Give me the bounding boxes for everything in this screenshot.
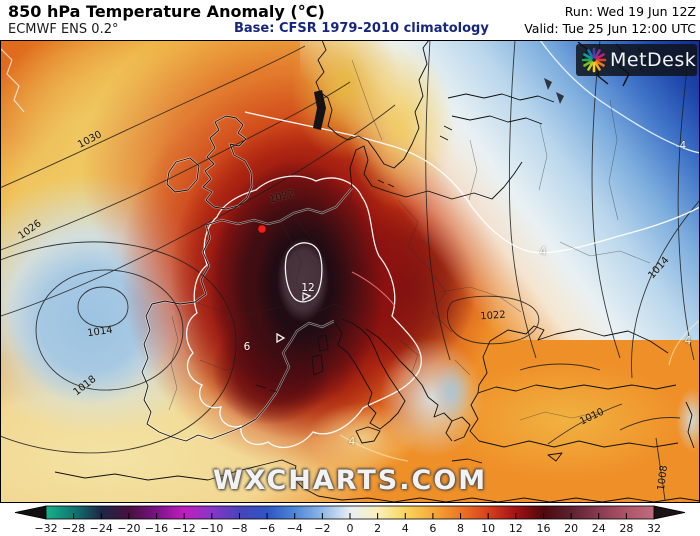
colorbar-tick-label: −12 bbox=[173, 522, 196, 535]
greenland-coast-edge bbox=[0, 47, 25, 113]
colorbar-tick-label: 24 bbox=[592, 522, 606, 535]
colorbar-tick-label: 4 bbox=[402, 522, 409, 535]
colorbar-tick-label: 10 bbox=[481, 522, 495, 535]
pinwheel-ray bbox=[587, 49, 594, 59]
colorbar-tick-label: 20 bbox=[564, 522, 578, 535]
colorbar-right-arrow bbox=[653, 505, 686, 520]
pinwheel-ray bbox=[595, 60, 605, 67]
isobar-contours bbox=[0, 40, 700, 501]
colorbar-left-arrow bbox=[14, 505, 47, 520]
colorbar-tick-label: 28 bbox=[619, 522, 633, 535]
colorbar-tick-label: −4 bbox=[287, 522, 303, 535]
wxcharts-watermark: WXCHARTS.COM bbox=[212, 465, 488, 496]
colorbar-tick-label: 32 bbox=[647, 522, 661, 535]
colorbar-tick-label: −16 bbox=[145, 522, 168, 535]
pinwheel-ray bbox=[594, 61, 601, 71]
colorbar-tick-label: −10 bbox=[200, 522, 223, 535]
colorbar-tick-label: −24 bbox=[90, 522, 113, 535]
colorbar-tick-label: 6 bbox=[429, 522, 436, 535]
page-title: 850 hPa Temperature Anomaly (°C) bbox=[8, 2, 325, 21]
colorbar-tick-label: −32 bbox=[34, 522, 57, 535]
run-time-label: Run: Wed 19 Jun 12Z bbox=[564, 4, 696, 19]
colorbar-tick-label: 12 bbox=[509, 522, 523, 535]
climatology-base-label: Base: CFSR 1979-2010 climatology bbox=[234, 21, 489, 36]
metdesk-logo: MetDesk bbox=[576, 44, 697, 76]
model-label: ECMWF ENS 0.2° bbox=[8, 22, 119, 37]
valid-time-label: Valid: Tue 25 Jun 12:00 UTC bbox=[524, 21, 696, 36]
temperature-anomaly-shading bbox=[0, 40, 700, 503]
anomaly-field-map bbox=[0, 40, 700, 503]
pinwheel-ray bbox=[583, 53, 593, 60]
colorbar-tick-label: −2 bbox=[314, 522, 330, 535]
pinwheel-ray bbox=[583, 60, 593, 67]
metdesk-logo-text: MetDesk bbox=[610, 49, 697, 71]
coastlines bbox=[54, 40, 700, 503]
colorbar-ticks bbox=[45, 513, 655, 519]
colorbar-tick-label: −28 bbox=[62, 522, 85, 535]
colorbar-tick-label: −6 bbox=[259, 522, 275, 535]
colorbar: −32 −28 −24 −20 −16 −12 −10 −8 −6 −4 −2 0 2 4 6 8 10 12 16… bbox=[0, 503, 700, 536]
chart-header: 850 hPa Temperature Anomaly (°C) ECMWF E… bbox=[0, 0, 700, 40]
colorbar-scale: −32 −28 −24 −20 −16 −12 −10 −8 −6 −4 −2 0 2 4 6 8 10 12 16… bbox=[14, 505, 686, 535]
colorbar-tick-label: 2 bbox=[374, 522, 381, 535]
country-borders bbox=[168, 59, 651, 421]
pinwheel-icon bbox=[581, 47, 607, 73]
colorbar-tick-label: 16 bbox=[536, 522, 550, 535]
colorbar-tick-label: 8 bbox=[457, 522, 464, 535]
pinwheel-ray bbox=[594, 49, 601, 59]
map-canvas: 1030 1026 1022 1014 1018 1022 1014 1010 1008 6 12 4… bbox=[0, 40, 700, 503]
colorbar-tick-labels: −32 −28 −24 −20 −16 −12 −10 −8 −6 −4 −2 0 2 4 6 8 10 12 16… bbox=[34, 522, 661, 535]
location-marker-dot bbox=[257, 224, 267, 234]
colorbar-tick-label: 0 bbox=[347, 522, 354, 535]
pinwheel-ray bbox=[595, 53, 605, 60]
colorbar-tick-label: −8 bbox=[231, 522, 247, 535]
colorbar-tick-label: −20 bbox=[117, 522, 140, 535]
pinwheel-ray bbox=[587, 61, 594, 71]
